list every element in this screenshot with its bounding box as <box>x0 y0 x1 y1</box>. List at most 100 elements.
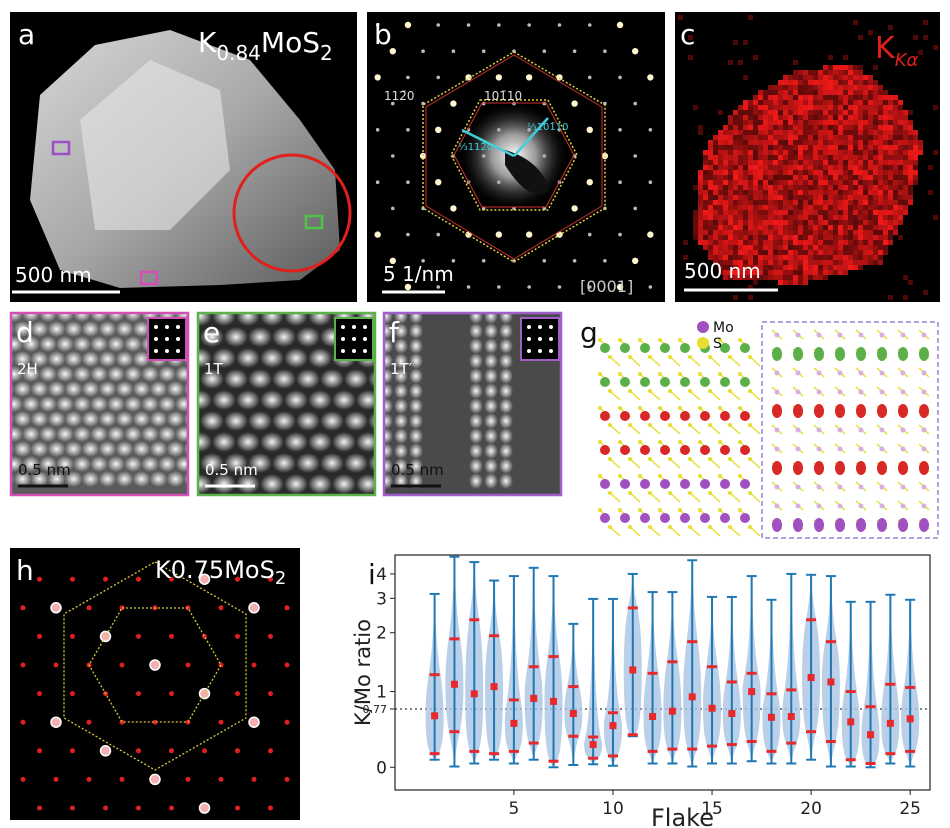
pixel <box>833 95 838 100</box>
pixel <box>808 140 813 145</box>
atom-column <box>212 516 236 536</box>
pixel <box>828 220 833 225</box>
pixel <box>733 160 738 165</box>
pixel <box>828 130 833 135</box>
pixel <box>738 225 743 230</box>
atom-column <box>284 432 308 452</box>
pixel <box>713 165 718 170</box>
bond <box>630 391 640 400</box>
pixel <box>878 110 883 115</box>
atom-column <box>499 368 513 384</box>
pixel <box>703 155 708 160</box>
pixel <box>793 175 798 180</box>
ring <box>101 631 111 641</box>
pixel <box>778 95 783 100</box>
pixel <box>878 185 883 190</box>
pixel <box>833 120 838 125</box>
atom <box>688 389 692 393</box>
pixel <box>763 110 768 115</box>
pixel <box>753 120 758 125</box>
pixel <box>753 210 758 215</box>
pixel <box>758 215 763 220</box>
pixel <box>713 180 718 185</box>
pixel <box>693 105 698 110</box>
pixel <box>838 135 843 140</box>
pixel <box>738 130 743 135</box>
atom <box>678 338 682 342</box>
spot <box>374 231 380 237</box>
fft-spot <box>154 325 158 329</box>
spot <box>452 49 456 53</box>
atom-column <box>344 495 368 515</box>
pixel <box>818 265 823 270</box>
pixel <box>833 230 838 235</box>
pixel <box>768 240 773 245</box>
pixel <box>883 140 888 145</box>
dot <box>54 777 59 782</box>
pixel <box>718 135 723 140</box>
atom-column <box>260 474 284 494</box>
pixel <box>883 170 888 175</box>
pixel <box>893 180 898 185</box>
pixel <box>833 185 838 190</box>
atom <box>835 404 845 418</box>
pixel <box>828 225 833 230</box>
atom-column <box>236 432 260 452</box>
dot <box>268 634 273 639</box>
pixel <box>803 160 808 165</box>
pixel <box>808 180 813 185</box>
pixel <box>828 65 833 70</box>
pixel <box>743 115 748 120</box>
pixel <box>748 170 753 175</box>
pixel <box>753 190 758 195</box>
pixel <box>843 65 848 70</box>
pixel <box>898 125 903 130</box>
atom <box>668 389 672 393</box>
pixel <box>828 165 833 170</box>
pixel <box>853 255 858 260</box>
panel-letter: d <box>16 316 34 349</box>
pixel <box>798 155 803 160</box>
atom <box>796 390 801 395</box>
pixel <box>903 150 908 155</box>
pixel <box>908 110 913 115</box>
pixel <box>758 220 763 225</box>
pixel <box>718 110 723 115</box>
pixel <box>763 95 768 100</box>
atom-column <box>379 383 393 399</box>
pixel <box>828 260 833 265</box>
pixel <box>823 245 828 250</box>
pixel <box>748 155 753 160</box>
pixel <box>798 135 803 140</box>
pixel <box>743 170 748 175</box>
atom-column <box>14 411 32 427</box>
pixel <box>778 155 783 160</box>
pixel <box>838 85 843 90</box>
pixel <box>913 175 918 180</box>
pixel <box>758 170 763 175</box>
pixel <box>803 145 808 150</box>
dot <box>87 605 92 610</box>
pixel <box>848 125 853 130</box>
bond <box>730 459 740 468</box>
pixel <box>873 100 878 105</box>
pixel <box>698 240 703 245</box>
pixel <box>818 180 823 185</box>
pixel <box>693 230 698 235</box>
pixel <box>823 270 828 275</box>
pixel <box>858 240 863 245</box>
pixel <box>753 140 758 145</box>
pixel <box>843 105 848 110</box>
atom <box>648 491 652 495</box>
atom-column <box>188 390 212 410</box>
spot <box>573 49 577 53</box>
pixel <box>818 175 823 180</box>
pixel <box>858 140 863 145</box>
atom-column <box>499 323 513 339</box>
atom <box>638 338 642 342</box>
dot <box>186 777 191 782</box>
fft-spot <box>176 349 180 353</box>
pixel <box>873 150 878 155</box>
atom <box>668 525 672 529</box>
dot <box>37 577 42 582</box>
